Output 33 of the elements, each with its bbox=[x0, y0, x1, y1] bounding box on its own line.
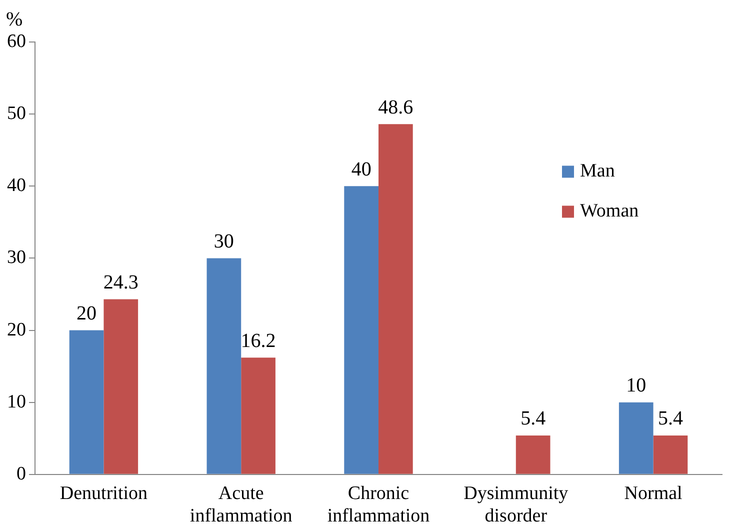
bar bbox=[241, 358, 276, 474]
bar bbox=[104, 299, 138, 474]
bar bbox=[206, 258, 242, 474]
data-label: 16.2 bbox=[240, 330, 276, 352]
bar bbox=[344, 186, 378, 474]
bar bbox=[378, 124, 413, 474]
data-label: 48.6 bbox=[378, 96, 414, 118]
bar bbox=[653, 435, 688, 474]
bar bbox=[69, 330, 104, 474]
data-label: 5.4 bbox=[658, 408, 683, 430]
x-tick-label: Dysimmunity disorder bbox=[464, 482, 569, 527]
data-label: 24.3 bbox=[103, 272, 138, 294]
x-tick-label: Acute inflammation bbox=[190, 482, 293, 527]
y-tick-label: 50 bbox=[7, 103, 26, 124]
y-tick-label: 10 bbox=[7, 391, 26, 412]
x-tick-label: Denutrition bbox=[60, 482, 148, 504]
y-tick-label: 40 bbox=[7, 175, 26, 196]
bar bbox=[618, 402, 654, 474]
data-label: 20 bbox=[76, 302, 97, 325]
data-label: 10 bbox=[626, 374, 646, 397]
x-tick-label: Normal bbox=[624, 482, 682, 504]
data-label: 30 bbox=[214, 230, 234, 252]
legend-label: Woman bbox=[580, 200, 640, 222]
y-tick-label: 30 bbox=[7, 247, 26, 268]
y-axis-title: % bbox=[6, 8, 23, 30]
y-tick-label: 60 bbox=[7, 30, 26, 52]
y-tick-label: 0 bbox=[16, 463, 26, 484]
x-tick-label: Chronic inflammation bbox=[327, 482, 430, 527]
data-label: 5.4 bbox=[520, 408, 546, 430]
legend-label: Man bbox=[580, 160, 616, 182]
y-tick-label: 20 bbox=[7, 319, 26, 340]
data-label: 40 bbox=[351, 158, 372, 180]
bar bbox=[516, 435, 550, 474]
